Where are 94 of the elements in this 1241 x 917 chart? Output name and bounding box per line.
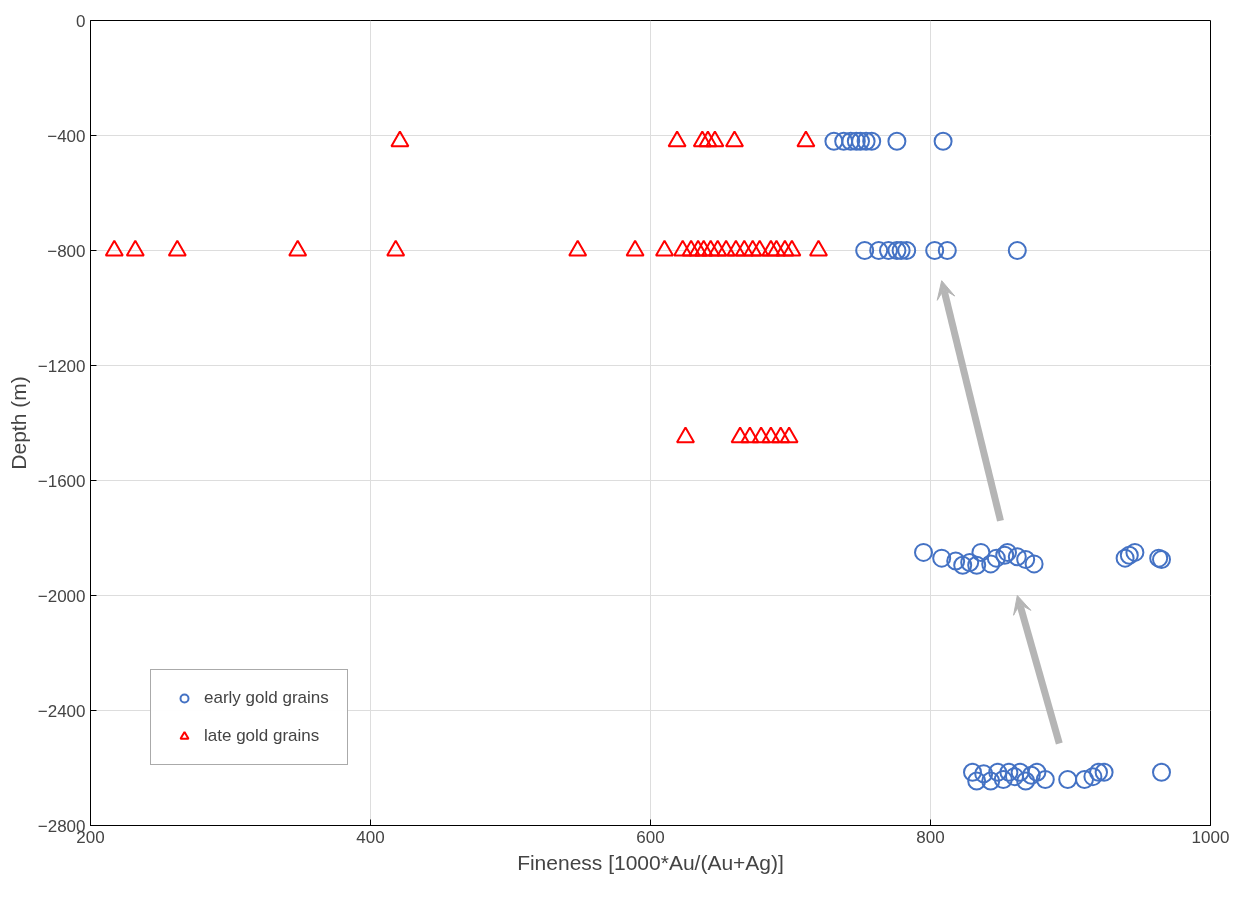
point [730, 426, 750, 444]
point [967, 555, 987, 575]
point [887, 241, 907, 260]
point [796, 130, 816, 148]
x-tick-label: 800 [916, 827, 945, 847]
point [681, 239, 701, 257]
point [1075, 770, 1094, 789]
point [1083, 767, 1103, 787]
point [167, 239, 187, 257]
point [1005, 767, 1024, 787]
point [925, 241, 945, 260]
point [692, 130, 712, 148]
y-tick-label: −800 [47, 241, 86, 261]
point [960, 552, 980, 572]
point [568, 239, 588, 257]
point [988, 762, 1008, 782]
point [1152, 762, 1171, 782]
x-tick-label: 600 [636, 827, 665, 847]
point [869, 241, 889, 260]
point [775, 239, 795, 257]
point [761, 239, 781, 257]
point [716, 239, 736, 257]
point [743, 239, 763, 257]
point [104, 239, 124, 257]
x-tick-label: 1000 [1191, 827, 1230, 847]
point [1007, 241, 1027, 260]
point [725, 130, 744, 148]
point [809, 239, 828, 257]
point [386, 239, 406, 257]
point [993, 770, 1013, 789]
point [967, 771, 987, 791]
point [953, 555, 973, 575]
point [946, 551, 966, 571]
point [1016, 771, 1036, 791]
y-tick-label: −400 [47, 126, 86, 146]
point [676, 426, 695, 444]
x-axis-title: Fineness [1000*Au/(Au+Ag)] [517, 850, 784, 874]
point [1024, 554, 1044, 574]
point [1010, 762, 1030, 782]
point [891, 241, 911, 260]
y-tick-label: −2400 [37, 701, 86, 721]
y-tick-label: −1200 [37, 356, 86, 376]
point [751, 426, 771, 444]
point [1058, 770, 1078, 789]
point [782, 239, 802, 257]
point [761, 426, 781, 444]
point [698, 130, 718, 148]
point [1035, 770, 1055, 789]
point [655, 239, 674, 257]
legend-label: early gold grains [204, 688, 329, 708]
point [750, 239, 770, 257]
point [688, 239, 708, 257]
point [705, 130, 725, 148]
point [981, 554, 1001, 574]
point [767, 239, 786, 257]
point [1016, 550, 1036, 570]
point [879, 241, 898, 260]
x-tick-label: 400 [356, 827, 385, 847]
point [963, 762, 982, 782]
y-tick-label: −1600 [37, 471, 86, 491]
point [740, 426, 760, 444]
point [667, 130, 687, 148]
point [625, 239, 645, 257]
point [1021, 765, 1041, 785]
point [1007, 547, 1027, 567]
point [1125, 542, 1145, 562]
point [981, 771, 1001, 791]
point [125, 239, 145, 257]
y-tick-label: 0 [76, 11, 86, 31]
point [701, 239, 721, 257]
point [694, 239, 714, 257]
point [726, 239, 746, 257]
point [779, 426, 799, 444]
point [855, 241, 875, 260]
point [937, 241, 957, 260]
point [708, 239, 728, 257]
y-axis-title: Depth (m) [6, 376, 30, 470]
point [914, 542, 933, 562]
point [932, 548, 952, 568]
point [1027, 762, 1047, 782]
y-tick-label: −2000 [37, 586, 86, 606]
point [971, 542, 991, 562]
point [1089, 762, 1108, 782]
point [288, 239, 308, 257]
point [771, 426, 791, 444]
point [673, 239, 693, 257]
point [1094, 762, 1114, 782]
point [734, 239, 754, 257]
point [999, 762, 1019, 782]
point [986, 548, 1006, 568]
point [390, 130, 410, 148]
point [897, 241, 917, 260]
point [974, 764, 994, 784]
legend-label: late gold grains [204, 726, 320, 746]
